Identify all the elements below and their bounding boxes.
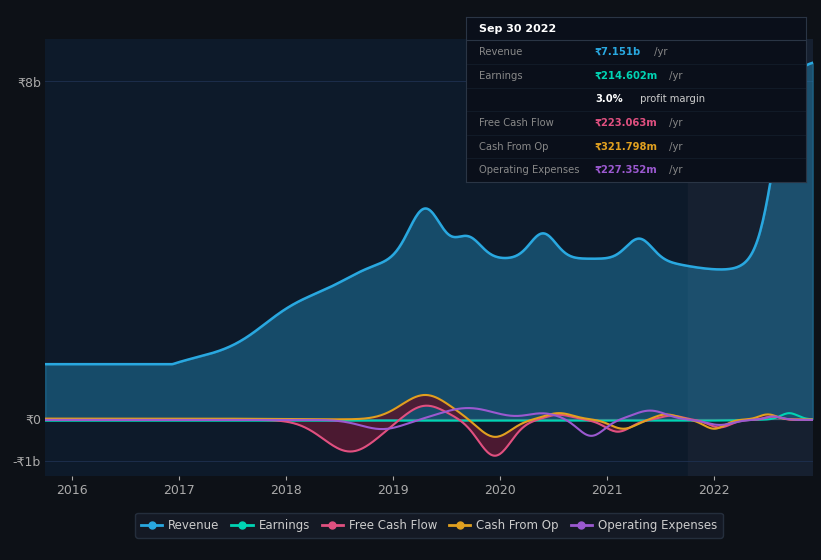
Text: Earnings: Earnings xyxy=(479,71,523,81)
Text: /yr: /yr xyxy=(666,165,682,175)
Text: Sep 30 2022: Sep 30 2022 xyxy=(479,24,557,34)
Text: /yr: /yr xyxy=(666,71,682,81)
Bar xyxy=(687,39,821,476)
Text: 3.0%: 3.0% xyxy=(595,95,623,104)
Text: profit margin: profit margin xyxy=(636,95,704,104)
Text: Cash From Op: Cash From Op xyxy=(479,142,548,152)
Text: /yr: /yr xyxy=(651,47,667,57)
Text: Free Cash Flow: Free Cash Flow xyxy=(479,118,554,128)
Text: ₹214.602m: ₹214.602m xyxy=(595,71,658,81)
Text: ₹223.063m: ₹223.063m xyxy=(595,118,658,128)
Text: /yr: /yr xyxy=(666,142,682,152)
Text: ₹7.151b: ₹7.151b xyxy=(595,47,641,57)
Text: Revenue: Revenue xyxy=(479,47,522,57)
Text: ₹227.352m: ₹227.352m xyxy=(595,165,658,175)
Legend: Revenue, Earnings, Free Cash Flow, Cash From Op, Operating Expenses: Revenue, Earnings, Free Cash Flow, Cash … xyxy=(135,513,722,538)
Text: /yr: /yr xyxy=(666,118,682,128)
Text: ₹321.798m: ₹321.798m xyxy=(595,142,658,152)
Text: Operating Expenses: Operating Expenses xyxy=(479,165,580,175)
